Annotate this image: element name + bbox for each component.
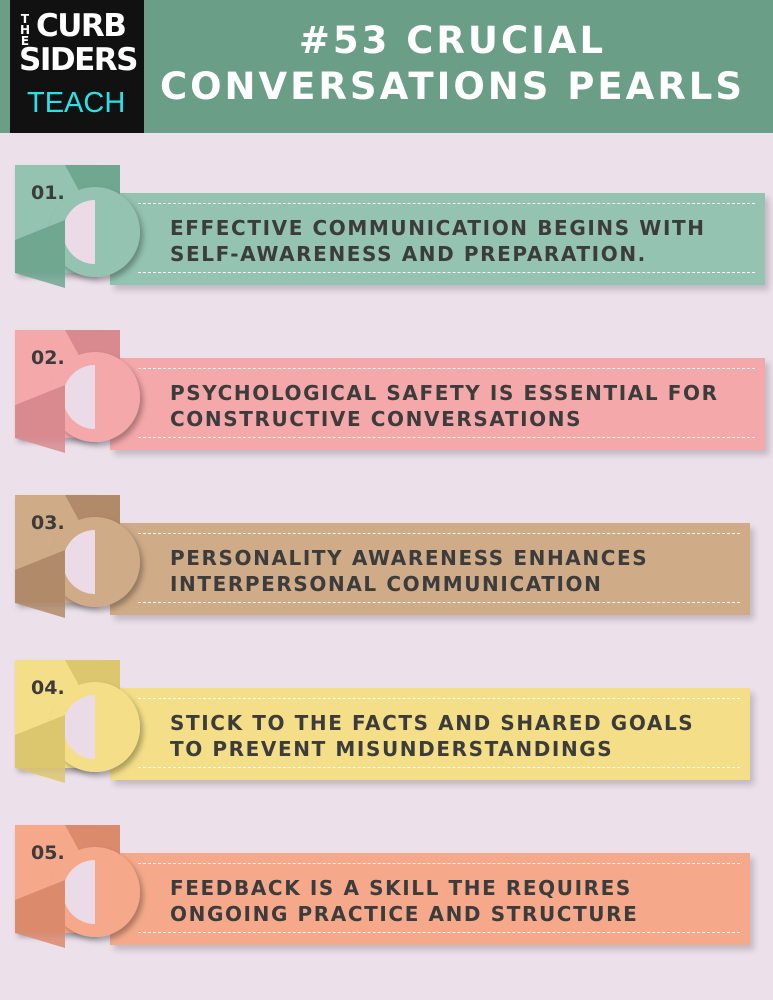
number-badge-icon [15, 330, 140, 453]
number-badge-icon [15, 165, 140, 288]
pearl-text-line-1: STICK TO THE FACTS AND SHARED GOALS [170, 711, 695, 735]
pearl-text-line-2: INTERPERSONAL COMMUNICATION [170, 572, 603, 596]
pearl-number: 01. [31, 182, 65, 204]
page-title: #53 CRUCIAL CONVERSATIONS PEARLS [150, 18, 755, 110]
pearl-text-line-1: PERSONALITY AWARENESS ENHANCES [170, 546, 649, 570]
pearl-text-line-2: CONSTRUCTIVE CONVERSATIONS [170, 407, 583, 431]
title-line-2: CONVERSATIONS PEARLS [159, 65, 746, 108]
pearl-item: PERSONALITY AWARENESS ENHANCES INTERPERSO… [0, 490, 773, 625]
pearl-text-line-1: FEEDBACK IS A SKILL THE REQUIRES [170, 876, 632, 900]
pearl-item: PSYCHOLOGICAL SAFETY IS ESSENTIAL FOR CON… [0, 325, 773, 460]
dashed-divider [138, 272, 755, 273]
header-banner: THE CURB SIDERS TEACH #53 CRUCIAL CONVER… [0, 0, 773, 133]
pearl-item: FEEDBACK IS A SKILL THE REQUIRES ONGOING … [0, 820, 773, 955]
pearl-text: PSYCHOLOGICAL SAFETY IS ESSENTIAL FOR CON… [170, 380, 719, 432]
dashed-divider [138, 863, 740, 864]
number-badge-icon [15, 660, 140, 783]
pearl-item: STICK TO THE FACTS AND SHARED GOALS TO PR… [0, 655, 773, 790]
dashed-divider [138, 533, 740, 534]
pearl-text: STICK TO THE FACTS AND SHARED GOALS TO PR… [170, 710, 694, 762]
dashed-divider [138, 932, 740, 933]
logo-curb-text: CURB [36, 8, 127, 44]
pearl-band: PSYCHOLOGICAL SAFETY IS ESSENTIAL FOR CON… [110, 358, 765, 450]
dashed-divider [138, 368, 755, 369]
dashed-divider [138, 767, 740, 768]
pearl-text-line-1: EFFECTIVE COMMUNICATION BEGINS WITH [170, 216, 706, 240]
logo-siders-text: SIDERS [19, 42, 138, 78]
pearl-band: FEEDBACK IS A SKILL THE REQUIRES ONGOING … [110, 853, 750, 945]
pearl-number: 04. [31, 677, 65, 699]
dashed-divider [138, 203, 755, 204]
pearl-text-line-2: SELF-AWARENESS AND PREPARATION. [170, 242, 647, 266]
pearl-text-line-2: ONGOING PRACTICE AND STRUCTURE [170, 902, 639, 926]
pearl-item: EFFECTIVE COMMUNICATION BEGINS WITH SELF-… [0, 160, 773, 295]
pearl-band: EFFECTIVE COMMUNICATION BEGINS WITH SELF-… [110, 193, 765, 285]
pearl-text-line-1: PSYCHOLOGICAL SAFETY IS ESSENTIAL FOR [170, 381, 719, 405]
dashed-divider [138, 437, 755, 438]
pearl-number: 05. [31, 842, 65, 864]
number-badge-icon [15, 495, 140, 618]
pearl-band: STICK TO THE FACTS AND SHARED GOALS TO PR… [110, 688, 750, 780]
pearl-band: PERSONALITY AWARENESS ENHANCES INTERPERSO… [110, 523, 750, 615]
title-line-1: #53 CRUCIAL [298, 19, 607, 62]
dashed-divider [138, 698, 740, 699]
pearl-text: PERSONALITY AWARENESS ENHANCES INTERPERSO… [170, 545, 648, 597]
number-badge-icon [15, 825, 140, 948]
pearl-number: 02. [31, 347, 65, 369]
dashed-divider [138, 602, 740, 603]
pearl-text: EFFECTIVE COMMUNICATION BEGINS WITH SELF-… [170, 215, 706, 267]
logo-the-text: THE [19, 12, 31, 48]
curbsiders-logo: THE CURB SIDERS TEACH [10, 0, 144, 133]
logo-teach-text: TEACH [27, 87, 126, 119]
pearl-number: 03. [31, 512, 65, 534]
pearl-text: FEEDBACK IS A SKILL THE REQUIRES ONGOING … [170, 875, 638, 927]
pearl-text-line-2: TO PREVENT MISUNDERSTANDINGS [170, 737, 614, 761]
